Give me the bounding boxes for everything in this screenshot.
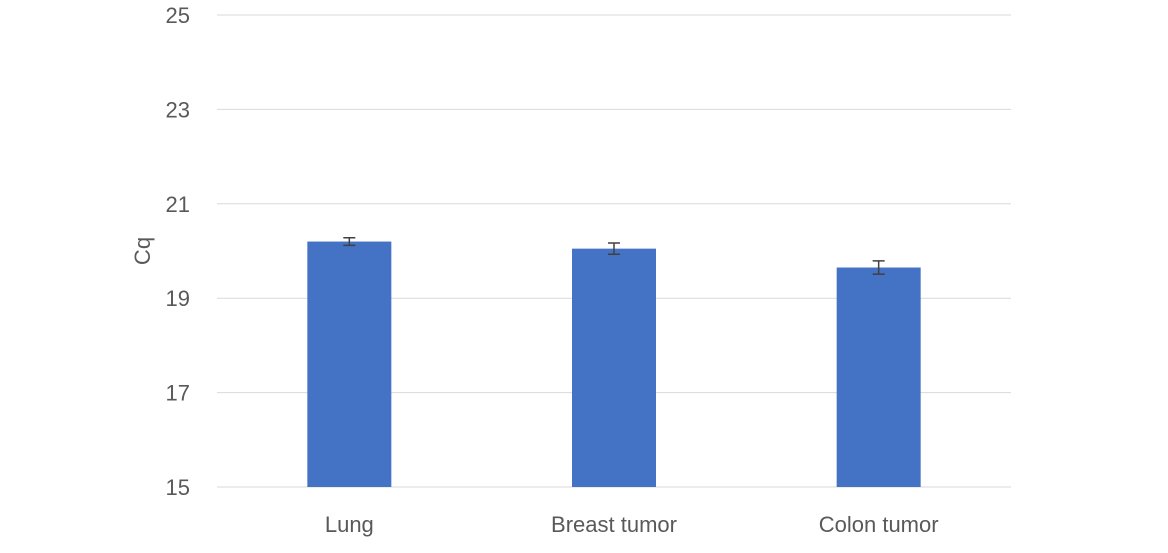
y-axis-title: Cq	[130, 237, 155, 265]
bar-breast-tumor	[572, 248, 656, 487]
error-bar-colon-tumor	[872, 260, 885, 275]
y-tick-label: 21	[166, 192, 190, 217]
bars	[307, 241, 921, 487]
y-tick-label: 15	[166, 475, 190, 500]
x-tick-label: Colon tumor	[819, 512, 939, 537]
x-tick-label: Breast tumor	[551, 512, 677, 537]
y-axis-tick-labels: 15 17 19 21 23 25	[166, 3, 190, 500]
error-bar-lung	[343, 237, 356, 247]
error-bar-breast-tumor	[608, 242, 620, 256]
bar-colon-tumor	[836, 267, 921, 487]
x-axis-tick-labels: Lung Breast tumor Colon tumor	[325, 512, 939, 537]
x-tick-label: Lung	[325, 512, 374, 537]
y-tick-label: 17	[166, 381, 190, 406]
y-tick-label: 25	[166, 3, 190, 28]
y-tick-label: 23	[166, 97, 190, 122]
bar-lung	[307, 241, 392, 487]
error-bars	[343, 237, 885, 275]
y-tick-label: 19	[166, 286, 190, 311]
